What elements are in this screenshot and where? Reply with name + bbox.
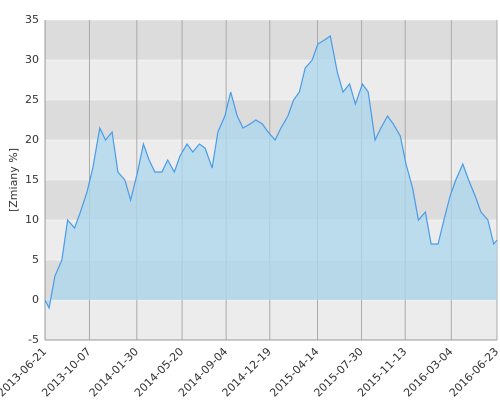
x-tick-label: 2016-06-23 — [447, 345, 500, 399]
area — [45, 36, 497, 308]
y-axis-label: [Zmiany %] — [7, 148, 20, 212]
y-tick-label: 10 — [25, 213, 39, 226]
band — [45, 60, 497, 100]
y-tick-label: 0 — [32, 293, 39, 306]
band — [45, 300, 497, 340]
band — [45, 100, 497, 140]
y-tick-label: 20 — [25, 133, 39, 146]
y-tick-label: 30 — [25, 53, 39, 66]
y-tick-label: -5 — [28, 333, 39, 346]
y-tick-label: 5 — [32, 253, 39, 266]
y-tick-label: 35 — [25, 13, 39, 26]
band — [45, 20, 497, 60]
line — [44, 34, 498, 310]
y-tick-label: 25 — [25, 93, 39, 106]
y-tick-label: 15 — [25, 173, 39, 186]
